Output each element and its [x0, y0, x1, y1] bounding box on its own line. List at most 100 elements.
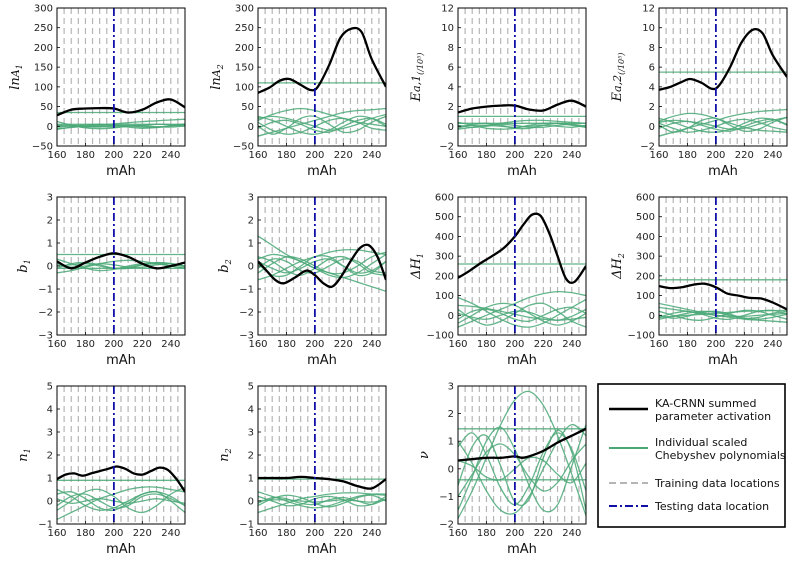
y-tick-label: 400 [636, 232, 655, 243]
y-tick-label: 8 [448, 43, 454, 54]
x-tick-label: 200 [505, 339, 524, 350]
y-tick-label: 600 [636, 193, 655, 204]
x-axis-label: mAh [307, 542, 337, 557]
x-tick-label: 160 [248, 528, 267, 539]
y-tick-label: 2 [448, 102, 454, 113]
axes-frame [457, 385, 587, 525]
x-tick-label: 180 [277, 339, 296, 350]
x-tick-label: 180 [678, 150, 697, 161]
y-tick-label: −2 [439, 520, 454, 531]
y-axis-label: Ea,2(/10⁵) [610, 53, 626, 103]
y-tick-label: 5 [47, 382, 53, 393]
series-group [57, 465, 185, 520]
panel-9: 160 180 200 220 240 −1 0 1 2 3 4 5 mAh n1 [16, 382, 186, 557]
chebyshev-line [258, 115, 386, 135]
summed-line [659, 27, 787, 91]
y-tick-label: 3 [47, 193, 53, 204]
panel-10: 160 180 200 220 240 −1 0 1 2 3 4 5 mAh n2 [217, 382, 387, 557]
y-tick-label: 200 [636, 271, 655, 282]
chebyshev-line [458, 306, 586, 323]
x-tick-label: 220 [133, 528, 152, 539]
y-tick-label: 0 [47, 497, 53, 508]
y-tick-label: 0 [649, 311, 655, 322]
y-tick-label: 500 [435, 212, 454, 223]
y-axis-label: n1 [16, 448, 32, 461]
y-axis-label: ΔH2 [610, 253, 626, 280]
x-tick-label: 160 [47, 150, 66, 161]
panel-3: 160 180 200 220 240 −2 0 2 4 6 8 10 12 mAh Ea,1(/10⁵) [409, 4, 587, 179]
x-tick-label: 220 [334, 339, 353, 350]
x-tick-label: 200 [104, 150, 123, 161]
x-tick-label: 160 [248, 150, 267, 161]
legend-label: Individual scaled [655, 436, 747, 449]
summed-line [57, 252, 185, 270]
y-tick-label: 500 [636, 212, 655, 223]
legend-label: Chebyshev polynomials [655, 449, 786, 462]
y-tick-label: 2 [448, 409, 454, 420]
chebyshev-line [258, 494, 386, 508]
chebyshev-line [258, 258, 386, 274]
chebyshev-line [258, 115, 386, 135]
x-tick-label: 220 [735, 150, 754, 161]
x-tick-label: 160 [248, 339, 267, 350]
y-tick-label: 10 [441, 23, 454, 34]
chebyshev-line [458, 122, 586, 130]
chebyshev-line [57, 261, 185, 270]
chebyshev-line [659, 310, 787, 320]
y-axis-label: b1 [16, 259, 32, 272]
series-group [458, 390, 586, 519]
y-tick-label: 1 [47, 239, 53, 250]
chebyshev-line [57, 498, 185, 504]
chebyshev-line [258, 495, 386, 507]
axes-frame [658, 196, 788, 336]
y-tick-label: −2 [239, 308, 254, 319]
chebyshev-line [458, 456, 586, 484]
x-tick-label: 220 [133, 339, 152, 350]
panel-7: 160 180 200 220 240 −100 0 100 200 300 400 500 600 mA… [409, 193, 587, 368]
chebyshev-line [258, 496, 386, 506]
summed-line [458, 427, 586, 462]
y-tick-label: −50 [233, 142, 254, 153]
summed-line [57, 465, 185, 493]
chebyshev-line [57, 124, 185, 128]
x-tick-label: 220 [534, 528, 553, 539]
y-tick-label: 6 [649, 63, 655, 74]
x-axis-label: mAh [106, 164, 136, 179]
x-tick-label: 240 [161, 528, 180, 539]
chebyshev-line [258, 255, 386, 276]
y-tick-label: −2 [439, 142, 454, 153]
y-tick-label: 200 [34, 43, 53, 54]
chebyshev-line [659, 309, 787, 321]
chebyshev-line [258, 499, 386, 503]
y-tick-label: 0 [448, 122, 454, 133]
y-tick-label: 8 [649, 43, 655, 54]
chebyshev-line [57, 263, 185, 269]
chebyshev-line [458, 124, 586, 128]
y-tick-label: −2 [38, 308, 53, 319]
y-tick-label: 0 [47, 262, 53, 273]
y-tick-label: 3 [248, 193, 254, 204]
y-tick-label: 300 [34, 4, 53, 15]
y-tick-label: 4 [248, 405, 254, 416]
y-tick-label: 12 [642, 4, 655, 15]
y-tick-label: 1 [248, 239, 254, 250]
x-tick-label: 240 [562, 339, 581, 350]
y-tick-label: 4 [448, 82, 454, 93]
series-group [458, 212, 586, 328]
x-tick-label: 200 [505, 528, 524, 539]
x-tick-label: 160 [649, 150, 668, 161]
legend-label: Testing data location [654, 500, 769, 513]
x-tick-label: 220 [334, 528, 353, 539]
x-axis-label: mAh [106, 353, 136, 368]
chebyshev-line [258, 491, 386, 509]
y-tick-label: 0 [248, 497, 254, 508]
y-tick-label: 2 [248, 216, 254, 227]
y-tick-label: 0 [248, 122, 254, 133]
y-tick-label: 100 [636, 291, 655, 302]
chebyshev-line [258, 107, 386, 137]
axes-frame [56, 7, 186, 147]
summed-line [659, 282, 787, 311]
chebyshev-line [258, 255, 386, 278]
y-tick-label: −3 [38, 331, 53, 342]
